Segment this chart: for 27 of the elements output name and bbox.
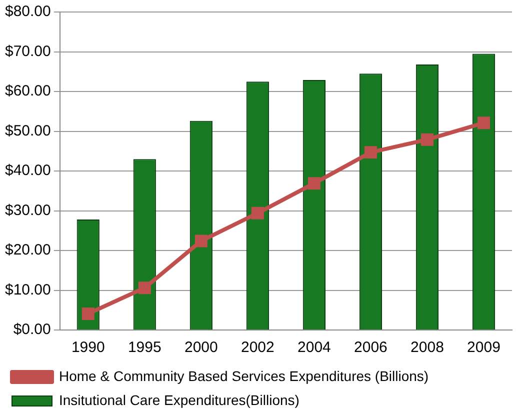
legend-label: Insitutional Care Expenditures(Billions)	[59, 392, 300, 408]
x-tick-label: 2004	[298, 339, 331, 356]
x-tick-label: 2009	[467, 339, 500, 356]
point	[364, 146, 377, 159]
x-tick-label: 2000	[184, 339, 218, 356]
y-tick-label: $60.00	[4, 82, 51, 100]
point	[194, 234, 208, 248]
y-tick-label: $80.00	[4, 3, 51, 20]
y-tick-label: $10.00	[4, 281, 51, 298]
point	[308, 177, 320, 190]
x-tick-label: 2002	[240, 339, 274, 356]
y-tick-label: $30.00	[4, 202, 51, 219]
point	[478, 116, 490, 130]
y-tick-label: $40.00	[4, 162, 51, 180]
point	[251, 206, 264, 220]
y-tick-label: $70.00	[4, 42, 51, 60]
legend-label: Home & Community Based Services Expenditures (Billions)	[59, 368, 429, 384]
y-tick-label: $0.00	[13, 321, 51, 338]
y-tick-label: $20.00	[4, 242, 51, 259]
x-tick-label: 1990	[71, 339, 105, 356]
x-tick-label: 1995	[128, 339, 162, 356]
x-tick-label: 2006	[354, 339, 388, 356]
y-tick-label: $50.00	[4, 122, 51, 140]
x-tick-label: 2008	[410, 339, 444, 356]
point	[420, 133, 434, 146]
point	[138, 282, 151, 294]
point	[82, 307, 94, 320]
